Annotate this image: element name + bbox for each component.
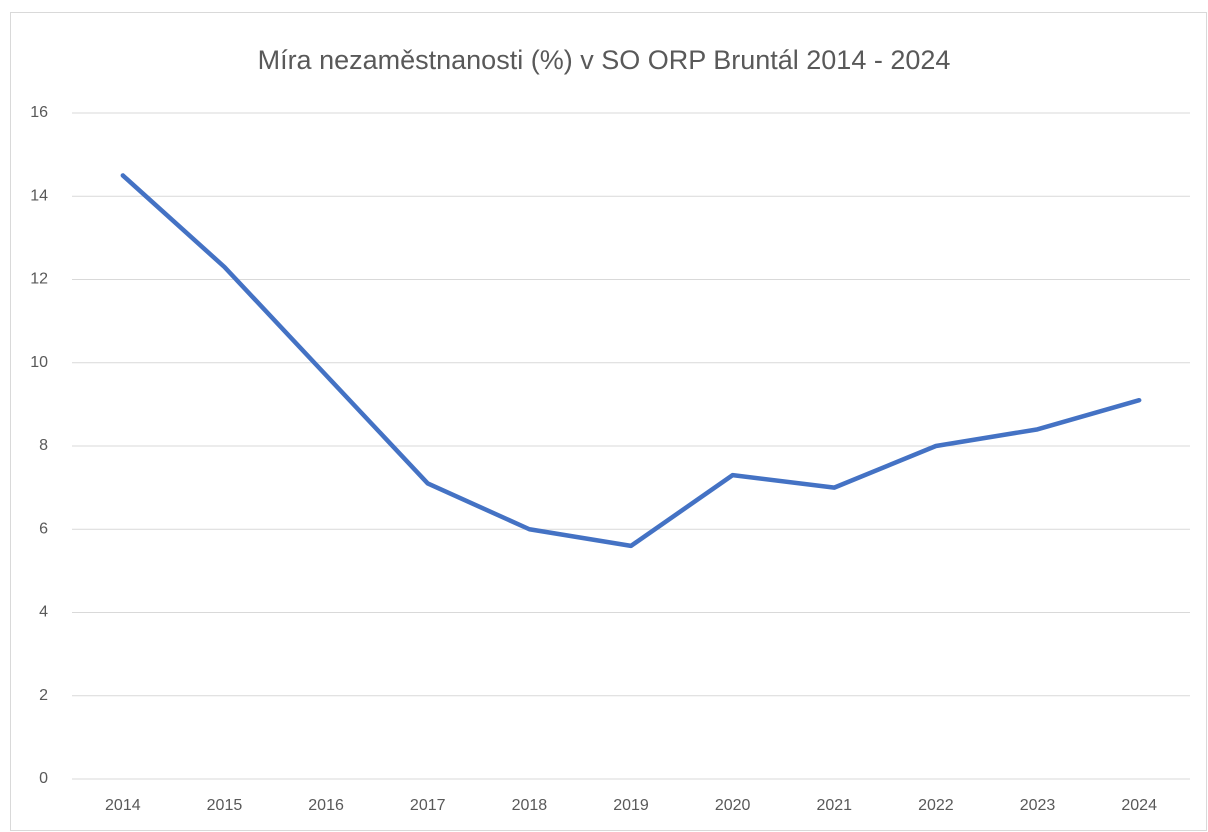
x-tick-label: 2018 (512, 797, 548, 814)
x-tick-label: 2017 (410, 797, 446, 814)
y-tick-label: 14 (30, 187, 48, 204)
chart-border (10, 12, 1207, 831)
y-tick-label: 10 (30, 354, 48, 371)
y-tick-label: 8 (39, 437, 48, 454)
x-tick-label: 2015 (207, 797, 243, 814)
x-tick-label: 2023 (1020, 797, 1056, 814)
x-tick-label: 2019 (613, 797, 649, 814)
data-line (120, 173, 1142, 549)
y-tick-label: 2 (39, 687, 48, 704)
chart-title: Míra nezaměstnanosti (%) v SO ORP Bruntá… (258, 45, 951, 75)
y-tick-label: 0 (39, 770, 48, 787)
y-tick-label: 12 (30, 271, 48, 288)
x-tick-label: 2016 (308, 797, 344, 814)
x-tick-label: 2022 (918, 797, 954, 814)
x-tick-label: 2014 (105, 797, 141, 814)
x-tick-label: 2021 (816, 797, 852, 814)
x-tick-label: 2020 (715, 797, 751, 814)
y-tick-label: 16 (30, 104, 48, 121)
y-tick-label: 6 (39, 520, 48, 537)
x-tick-label: 2024 (1121, 797, 1157, 814)
y-tick-label: 4 (39, 604, 48, 621)
